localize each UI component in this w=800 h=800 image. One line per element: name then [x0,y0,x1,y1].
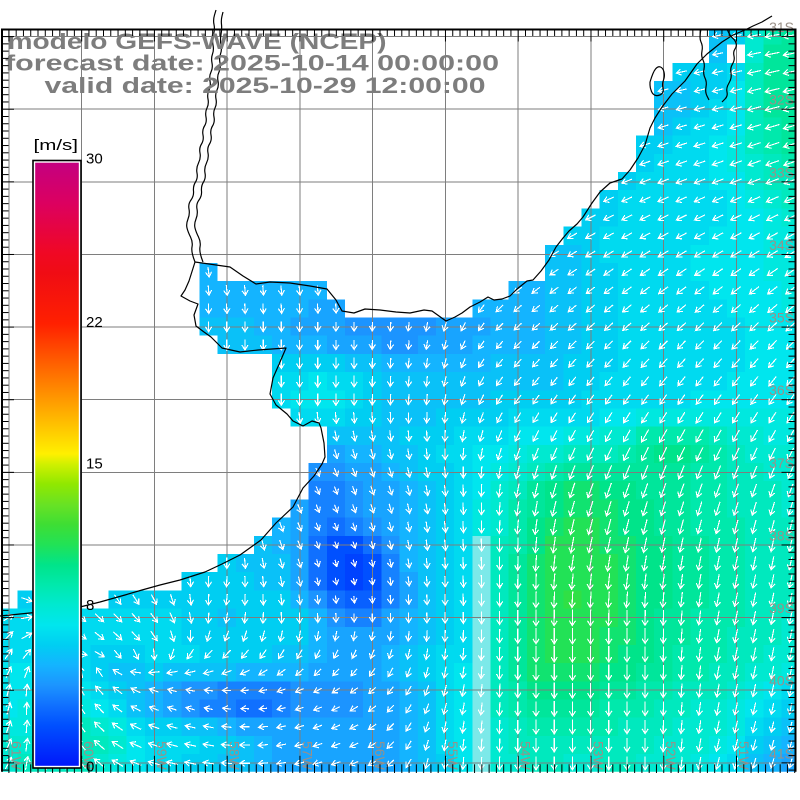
svg-text:51W: 51W [736,741,752,771]
svg-text:40S: 40S [769,673,794,689]
svg-text:37S: 37S [769,455,794,471]
svg-text:52W: 52W [663,741,679,771]
svg-text:39S: 39S [769,600,794,616]
svg-text:53W: 53W [591,741,607,771]
svg-text:34S: 34S [769,237,794,253]
svg-text:30: 30 [86,151,103,168]
svg-text:38S: 38S [769,528,794,544]
svg-text:33S: 33S [769,164,794,180]
svg-text:54W: 54W [518,741,534,771]
svg-text:36S: 36S [769,382,794,398]
svg-text:60W: 60W [81,741,97,771]
svg-text:32S: 32S [769,92,794,108]
svg-text:56W: 56W [372,741,388,771]
svg-text:modelo GEFS-WAVE (NCEP): modelo GEFS-WAVE (NCEP) [8,29,387,54]
svg-text:58W: 58W [227,741,243,771]
svg-text:22: 22 [86,314,103,331]
svg-text:59W: 59W [154,741,170,771]
svg-text:15: 15 [86,456,103,473]
svg-text:0: 0 [86,759,94,776]
svg-text:forecast date: 2025-10-14 00:0: forecast date: 2025-10-14 00:00:00 [5,51,499,76]
svg-text:[m/s]: [m/s] [34,137,79,154]
svg-text:valid date: 2025-10-29 12:00:0: valid date: 2025-10-29 12:00:00 [45,73,486,98]
svg-text:55W: 55W [445,741,461,771]
svg-text:41S: 41S [769,745,794,761]
svg-text:8: 8 [86,597,94,614]
svg-text:57W: 57W [299,741,315,771]
svg-text:35S: 35S [769,310,794,326]
